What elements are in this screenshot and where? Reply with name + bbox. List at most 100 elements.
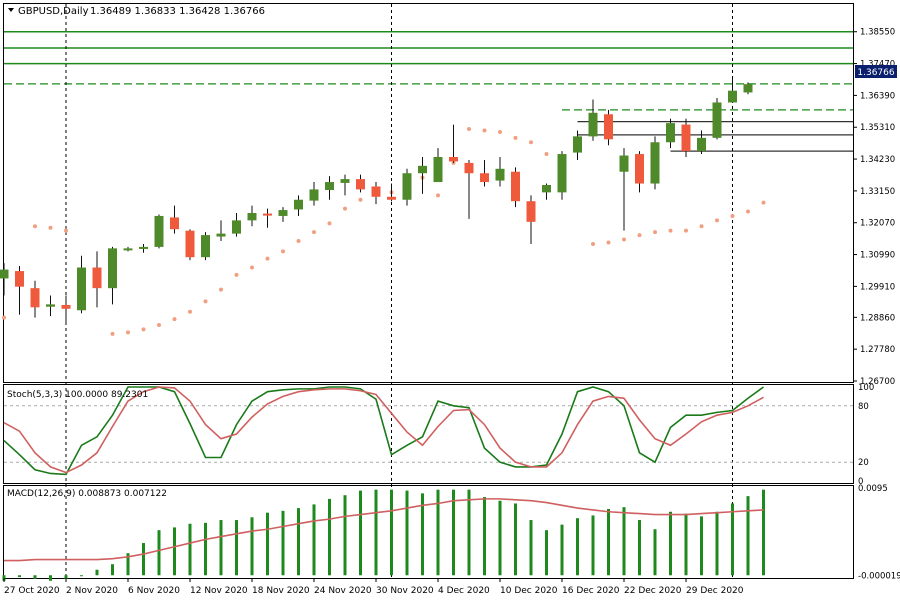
candle-body[interactable] (201, 235, 210, 258)
macd-signal-line (4, 498, 764, 562)
macd-histogram-bar (33, 575, 37, 579)
macd-histogram-bar (49, 575, 52, 581)
candle-body[interactable] (402, 173, 412, 200)
candle-body[interactable] (170, 217, 179, 230)
candle-body[interactable] (15, 271, 24, 287)
candle-body[interactable] (495, 168, 505, 181)
stochastic-pane[interactable] (3, 384, 854, 484)
sar-dot (606, 240, 611, 245)
candle-body[interactable] (542, 185, 551, 193)
candle-body[interactable] (108, 248, 117, 289)
ohlc-label: 1.36489 1.36833 1.36428 1.36766 (90, 6, 265, 17)
macd-histogram-bar (591, 515, 595, 576)
candle-body[interactable] (697, 137, 706, 152)
candle-body[interactable] (77, 267, 86, 311)
candle-body[interactable] (263, 213, 272, 216)
candle-body[interactable] (278, 210, 288, 216)
candle-body[interactable] (573, 136, 582, 153)
macd-histogram-bar (64, 575, 68, 579)
candle-body[interactable] (604, 114, 613, 140)
sar-dot (327, 221, 332, 226)
sar-dot (296, 239, 301, 243)
time-axis-label: 4 Dec 2020 (438, 586, 490, 596)
candle-body[interactable] (30, 288, 40, 308)
candle-body[interactable] (232, 220, 241, 234)
candle-body[interactable] (588, 112, 598, 137)
candle-body[interactable] (433, 157, 443, 183)
macd-histogram-bar (669, 511, 672, 576)
macd-histogram-bar (219, 520, 223, 576)
price-axis-label: 1.30990 (860, 251, 895, 261)
sar-dot (591, 241, 595, 246)
candle-body[interactable] (216, 233, 226, 237)
candle-body[interactable] (247, 213, 257, 221)
candle-body[interactable] (449, 157, 458, 162)
candle-body[interactable] (123, 248, 133, 251)
sar-dot (622, 237, 626, 242)
price-axis-label: 1.36390 (860, 91, 895, 101)
candle-body[interactable] (743, 84, 753, 93)
macd-pane[interactable] (3, 485, 854, 579)
sar-dot (746, 209, 750, 214)
candle-body[interactable] (619, 155, 629, 172)
sar-dot (467, 127, 471, 131)
macd-histogram-bar (483, 497, 486, 576)
candle-body[interactable] (294, 199, 303, 210)
candle-body[interactable] (557, 154, 567, 193)
sar-dot (48, 225, 53, 230)
candle-body[interactable] (728, 90, 737, 103)
price-pane[interactable] (3, 3, 854, 383)
candle-body[interactable] (681, 124, 691, 152)
macd-axis-label: 0.0095 (858, 484, 888, 494)
candle-body[interactable] (356, 179, 365, 190)
macd-histogram-bar (731, 503, 734, 576)
candle-body[interactable] (511, 171, 520, 202)
candle-body[interactable] (650, 142, 660, 184)
candle-body[interactable] (464, 162, 474, 174)
macd-histogram-bar (560, 524, 564, 576)
stoch-axis-label: 0 (858, 477, 863, 487)
candle-body[interactable] (309, 189, 319, 201)
candle-body[interactable] (92, 267, 102, 289)
macd-histogram-bar (204, 522, 207, 576)
candle-body[interactable] (185, 230, 195, 258)
time-axis-label: 6 Nov 2020 (128, 586, 180, 596)
macd-histogram-bar (715, 511, 719, 576)
candle-body[interactable] (154, 215, 164, 247)
candle-body[interactable] (666, 123, 675, 143)
macd-title: MACD(12,26,9) 0.008873 0.007122 (7, 489, 167, 499)
macd-histogram-bar (746, 496, 750, 576)
candle-body[interactable] (387, 196, 396, 200)
macd-histogram-bar (607, 509, 610, 576)
candle-body[interactable] (480, 173, 489, 183)
candle-body[interactable] (418, 165, 427, 174)
sar-dot (358, 197, 363, 202)
time-axis-label: 10 Dec 2020 (500, 586, 558, 596)
sar-dot (33, 224, 37, 229)
macd-histogram-bar (359, 490, 362, 576)
candle-body[interactable] (635, 154, 644, 184)
sar-dot (761, 200, 766, 205)
price-axis-label: 1.37470 (860, 60, 895, 70)
candle-body[interactable] (325, 182, 334, 191)
sar-dot (219, 287, 223, 292)
macd-histogram-bar (700, 516, 703, 576)
candle-body[interactable] (46, 304, 55, 307)
sar-dot (513, 135, 518, 140)
candle-body[interactable] (712, 102, 722, 138)
candle-body[interactable] (0, 269, 9, 279)
macd-histogram-bar (328, 498, 331, 576)
symbol-menu-icon[interactable] (8, 8, 14, 12)
candle-body[interactable] (340, 179, 350, 183)
price-axis-label: 1.26700 (860, 377, 895, 387)
sar-dot (265, 256, 270, 261)
time-axis-label: 2 Nov 2020 (66, 586, 118, 596)
candle-body[interactable] (139, 246, 148, 249)
candle-body[interactable] (371, 186, 381, 197)
sar-dot (544, 152, 549, 157)
sar-dot (188, 309, 192, 314)
candle-body[interactable] (526, 201, 536, 222)
candle-body[interactable] (61, 304, 71, 309)
stoch-axis-label: 100 (858, 383, 874, 393)
